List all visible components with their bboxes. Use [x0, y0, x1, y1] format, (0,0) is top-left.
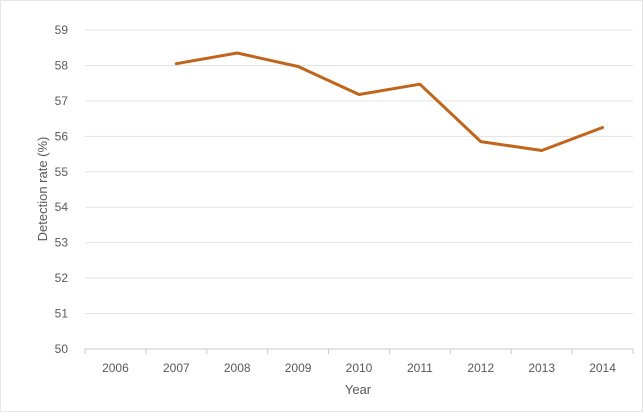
y-tick-label: 51 — [55, 307, 69, 321]
y-tick-label: 55 — [55, 165, 69, 179]
y-tick-label: 53 — [55, 236, 69, 250]
x-axis-title: Year — [345, 382, 372, 397]
x-tick-label: 2013 — [528, 361, 555, 375]
x-tick-label: 2014 — [589, 361, 616, 375]
y-axis-ticks: 50 51 52 53 54 55 56 57 58 59 — [55, 23, 69, 356]
y-tick-label: 56 — [55, 129, 69, 143]
x-tick-label: 2010 — [346, 361, 373, 375]
y-tick-label: 52 — [55, 271, 69, 285]
y-axis-title: Detection rate (%) — [35, 137, 50, 242]
gridlines — [85, 30, 633, 349]
x-axis-ticks: 2006 2007 2008 2009 2010 2011 2012 2013 2014 — [85, 349, 633, 375]
x-tick-label: 2012 — [467, 361, 494, 375]
y-tick-label: 54 — [55, 200, 69, 214]
x-tick-label: 2007 — [163, 361, 190, 375]
y-tick-label: 57 — [55, 94, 69, 108]
y-tick-label: 59 — [55, 23, 69, 37]
x-tick-label: 2011 — [407, 361, 433, 375]
x-tick-label: 2006 — [102, 361, 129, 375]
x-tick-label: 2009 — [285, 361, 312, 375]
y-tick-label: 58 — [55, 58, 69, 72]
x-tick-label: 2008 — [224, 361, 251, 375]
y-tick-label: 50 — [55, 342, 69, 356]
